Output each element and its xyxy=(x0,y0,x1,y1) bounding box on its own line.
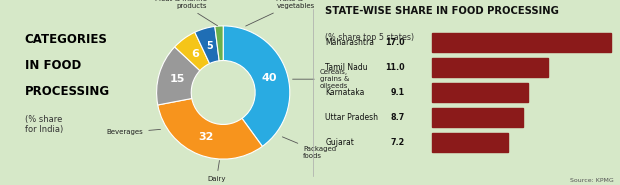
Text: Uttar Pradesh: Uttar Pradesh xyxy=(326,113,378,122)
Bar xyxy=(432,133,508,152)
Wedge shape xyxy=(157,47,200,105)
Text: Gujarat: Gujarat xyxy=(326,138,354,147)
Bar xyxy=(432,58,547,77)
Text: Dairy: Dairy xyxy=(207,161,226,182)
Bar xyxy=(432,33,611,52)
Text: 7.2: 7.2 xyxy=(390,138,404,147)
Text: (% share top 5 states): (% share top 5 states) xyxy=(326,33,414,42)
Text: 11.0: 11.0 xyxy=(384,63,404,72)
Text: (% share
for India): (% share for India) xyxy=(25,115,63,134)
Wedge shape xyxy=(175,32,210,71)
Wedge shape xyxy=(223,26,290,146)
Text: Packaged
foods: Packaged foods xyxy=(282,137,336,159)
Text: Meat & marine
products: Meat & marine products xyxy=(154,0,218,26)
Text: 6: 6 xyxy=(191,49,199,59)
Text: 5: 5 xyxy=(206,41,213,51)
Wedge shape xyxy=(157,98,262,159)
Text: Tamil Nadu: Tamil Nadu xyxy=(326,63,368,72)
Text: 17.0: 17.0 xyxy=(384,38,404,47)
Text: CATEGORIES: CATEGORIES xyxy=(25,33,108,46)
Text: 40: 40 xyxy=(261,73,277,83)
Wedge shape xyxy=(215,26,223,61)
Bar xyxy=(432,83,528,102)
Bar xyxy=(432,108,523,127)
Text: STATE-WISE SHARE IN FOOD PROCESSING: STATE-WISE SHARE IN FOOD PROCESSING xyxy=(326,6,559,16)
Text: Fruits &
vegetables: Fruits & vegetables xyxy=(246,0,315,26)
Text: Beverages: Beverages xyxy=(107,129,161,135)
Text: PROCESSING: PROCESSING xyxy=(25,85,110,98)
Text: 32: 32 xyxy=(198,132,213,142)
Text: IN FOOD: IN FOOD xyxy=(25,59,81,72)
Text: Maharashtra: Maharashtra xyxy=(326,38,374,47)
Text: Source: KPMG: Source: KPMG xyxy=(570,178,614,183)
Text: Cereals,
grains &
oilseeds: Cereals, grains & oilseeds xyxy=(293,69,349,89)
Text: Karnataka: Karnataka xyxy=(326,88,365,97)
Text: 15: 15 xyxy=(169,74,185,84)
Text: 9.1: 9.1 xyxy=(390,88,404,97)
Wedge shape xyxy=(195,26,219,64)
Text: 8.7: 8.7 xyxy=(390,113,404,122)
